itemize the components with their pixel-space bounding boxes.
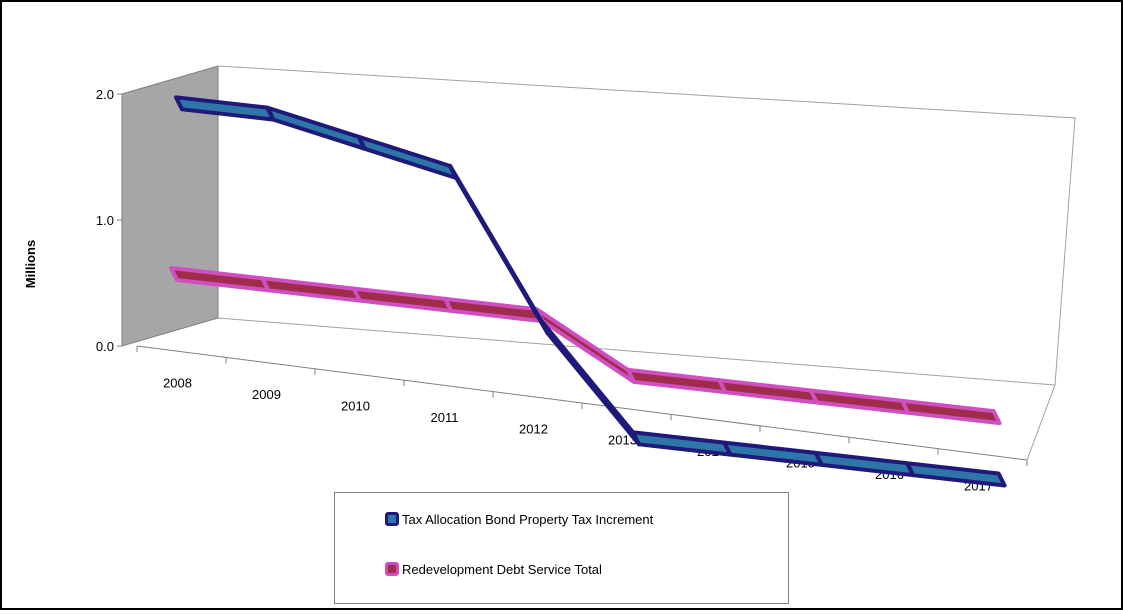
y-tick-label: 1.0 [96, 213, 114, 228]
y-ticks: 0.0 1.0 2.0 [96, 87, 122, 354]
series-0-segment [905, 461, 1007, 488]
x-tick-label: 2008 [163, 376, 192, 391]
x-tick-label: 2010 [341, 399, 370, 414]
series-0-segment [356, 134, 459, 180]
series-0-segment [631, 430, 733, 457]
series-0-segment [722, 440, 824, 467]
x-tick-label: 2009 [252, 387, 281, 402]
legend-entry-tax-allocation: Tax Allocation Bond Property Tax Increme… [385, 511, 653, 527]
legend-entry-debt-service: Redevelopment Debt Service Total [385, 561, 602, 577]
series-1-segment [534, 307, 636, 384]
series-0-ribbon [174, 95, 1007, 488]
legend-swatch-debt-service [385, 562, 399, 576]
y-axis-label: Millions [23, 240, 38, 288]
floor-front-edge [1026, 384, 1056, 461]
series-0-segment [539, 319, 641, 447]
series-0-segment [265, 105, 367, 151]
y-tick-label: 2.0 [96, 87, 114, 102]
legend-label-tax-allocation: Tax Allocation Bond Property Tax Increme… [402, 511, 654, 527]
series-1-segment [351, 286, 454, 313]
legend: Tax Allocation Bond Property Tax Increme… [334, 492, 789, 604]
x-tick-label: 2012 [519, 421, 548, 436]
legend-swatch-tax-allocation [385, 512, 399, 526]
series-0-segment [813, 450, 916, 478]
x-tick-label: 2011 [431, 410, 459, 425]
series-1-segment [808, 388, 911, 415]
series-1-segment [900, 398, 1002, 426]
series-1-segment [260, 276, 362, 303]
legend-label-debt-service: Redevelopment Debt Service Total [402, 561, 602, 577]
back-wall [217, 65, 1076, 386]
series-1-ribbon [169, 266, 1002, 426]
series-layer [169, 95, 1007, 488]
series-1-segment [717, 378, 819, 405]
y-tick-label: 0.0 [96, 339, 114, 354]
floor-edge [217, 317, 1056, 386]
series-1-segment [626, 367, 728, 395]
x-tick-label: 2013 [608, 433, 637, 448]
